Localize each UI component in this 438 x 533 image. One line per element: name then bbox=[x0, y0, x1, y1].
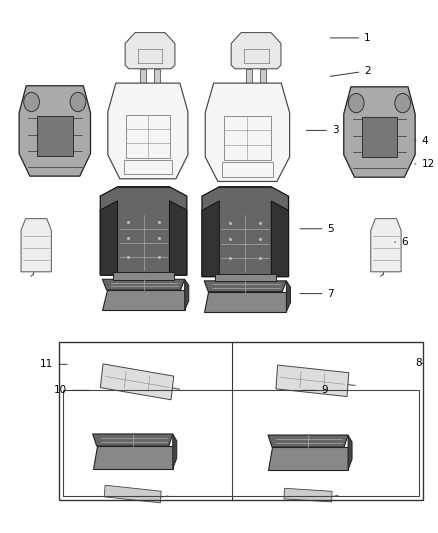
Text: 12: 12 bbox=[415, 159, 434, 169]
Text: 4: 4 bbox=[415, 135, 428, 146]
Polygon shape bbox=[204, 281, 286, 292]
Polygon shape bbox=[100, 187, 187, 275]
Polygon shape bbox=[362, 117, 397, 157]
Polygon shape bbox=[260, 69, 266, 88]
Polygon shape bbox=[242, 87, 248, 91]
Polygon shape bbox=[136, 91, 142, 104]
Polygon shape bbox=[170, 201, 187, 275]
Text: 9: 9 bbox=[302, 385, 328, 395]
Text: 6: 6 bbox=[395, 237, 408, 247]
Text: 11: 11 bbox=[40, 359, 67, 369]
Polygon shape bbox=[140, 69, 146, 88]
Circle shape bbox=[113, 90, 131, 111]
Polygon shape bbox=[202, 201, 219, 277]
Circle shape bbox=[165, 90, 183, 111]
Polygon shape bbox=[286, 281, 290, 312]
Polygon shape bbox=[93, 446, 173, 469]
Polygon shape bbox=[348, 435, 352, 470]
Circle shape bbox=[395, 93, 410, 113]
Text: 8: 8 bbox=[415, 358, 423, 368]
Polygon shape bbox=[185, 279, 189, 310]
Polygon shape bbox=[102, 290, 185, 310]
Polygon shape bbox=[246, 69, 252, 88]
Bar bbox=[63, 390, 419, 496]
Text: 1: 1 bbox=[330, 33, 371, 43]
Polygon shape bbox=[108, 83, 188, 179]
Polygon shape bbox=[37, 116, 73, 156]
Polygon shape bbox=[262, 87, 268, 91]
Polygon shape bbox=[100, 201, 117, 275]
Polygon shape bbox=[231, 33, 281, 69]
Text: 2: 2 bbox=[330, 66, 371, 76]
Text: 3: 3 bbox=[307, 125, 339, 135]
Text: 5: 5 bbox=[300, 224, 334, 234]
Circle shape bbox=[211, 90, 229, 112]
Polygon shape bbox=[271, 201, 289, 277]
Polygon shape bbox=[104, 485, 161, 503]
Polygon shape bbox=[276, 365, 349, 397]
Polygon shape bbox=[19, 86, 91, 176]
Polygon shape bbox=[242, 91, 248, 104]
Circle shape bbox=[70, 92, 86, 112]
Polygon shape bbox=[202, 187, 289, 277]
Polygon shape bbox=[93, 434, 173, 446]
Polygon shape bbox=[268, 435, 348, 447]
Text: 7: 7 bbox=[300, 288, 334, 298]
Text: 10: 10 bbox=[53, 385, 89, 395]
Polygon shape bbox=[173, 434, 177, 469]
Polygon shape bbox=[102, 279, 185, 290]
Polygon shape bbox=[215, 274, 276, 281]
Polygon shape bbox=[268, 447, 348, 470]
Polygon shape bbox=[156, 91, 162, 104]
Polygon shape bbox=[125, 33, 175, 69]
Polygon shape bbox=[156, 87, 162, 91]
Polygon shape bbox=[284, 488, 332, 502]
Circle shape bbox=[24, 92, 39, 112]
Polygon shape bbox=[136, 87, 142, 91]
Polygon shape bbox=[100, 364, 174, 400]
Circle shape bbox=[265, 90, 284, 112]
Polygon shape bbox=[113, 272, 174, 280]
Polygon shape bbox=[204, 292, 286, 312]
Polygon shape bbox=[262, 91, 268, 104]
Polygon shape bbox=[205, 83, 290, 181]
Polygon shape bbox=[344, 87, 415, 177]
Polygon shape bbox=[371, 219, 401, 272]
Polygon shape bbox=[21, 219, 51, 272]
Circle shape bbox=[348, 93, 364, 113]
Bar bbox=[59, 342, 423, 500]
Polygon shape bbox=[154, 69, 160, 88]
